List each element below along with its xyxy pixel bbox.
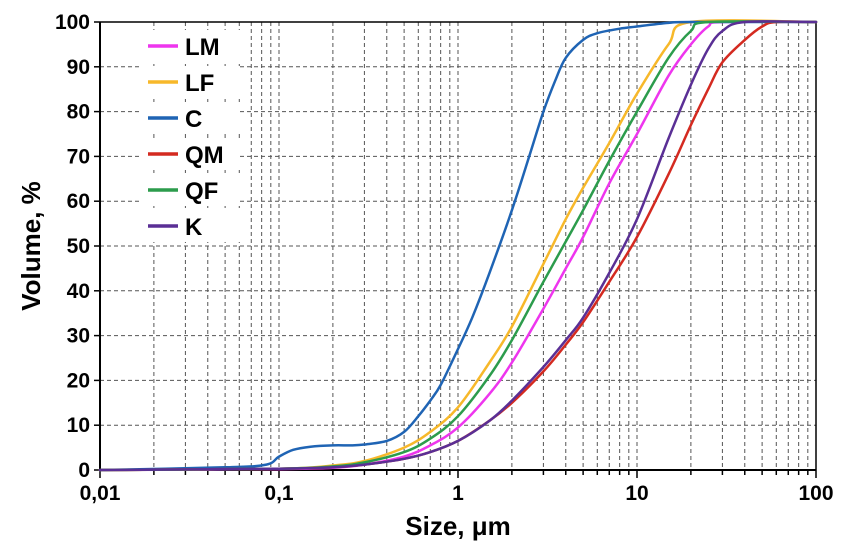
legend-label-qf: QF [185, 178, 218, 205]
x-tick-label: 10 [625, 482, 648, 505]
y-tick-label: 20 [67, 369, 90, 392]
series-line-c [98, 20, 818, 472]
y-tick-label: 0 [78, 459, 90, 482]
y-tick-label: 10 [67, 414, 90, 437]
legend-label-lm: LM [185, 34, 220, 61]
series-line-k [98, 20, 818, 472]
series-lines [98, 19, 818, 472]
legend-label-lf: LF [185, 70, 214, 97]
y-tick-label: 60 [67, 190, 90, 213]
tick-labels: 0,01 0,1 1 10 100 0 10 20 30 40 50 60 70 80 90 100 [55, 11, 834, 505]
y-tick-label: 100 [55, 11, 90, 34]
x-tick-label: 0,1 [264, 482, 294, 505]
x-axis-title: Size, μm [405, 511, 511, 541]
y-tick-label: 80 [67, 101, 90, 124]
y-tick-label: 40 [67, 280, 90, 303]
x-tick-label: 1 [452, 482, 464, 505]
y-tick-label: 50 [67, 235, 90, 258]
x-tick-label: 100 [798, 482, 833, 505]
legend-label-k: K [185, 214, 203, 241]
legend-label-qm: QM [185, 142, 224, 169]
legend-label-c: C [185, 106, 202, 133]
y-tick-label: 90 [67, 56, 90, 79]
y-tick-label: 70 [67, 145, 90, 168]
x-tick-label: 0,01 [80, 482, 121, 505]
y-tick-label: 30 [67, 325, 90, 348]
grid [99, 21, 816, 470]
legend: LM LF C QM QF K [140, 30, 240, 242]
y-axis-title: Volume, % [16, 181, 46, 311]
